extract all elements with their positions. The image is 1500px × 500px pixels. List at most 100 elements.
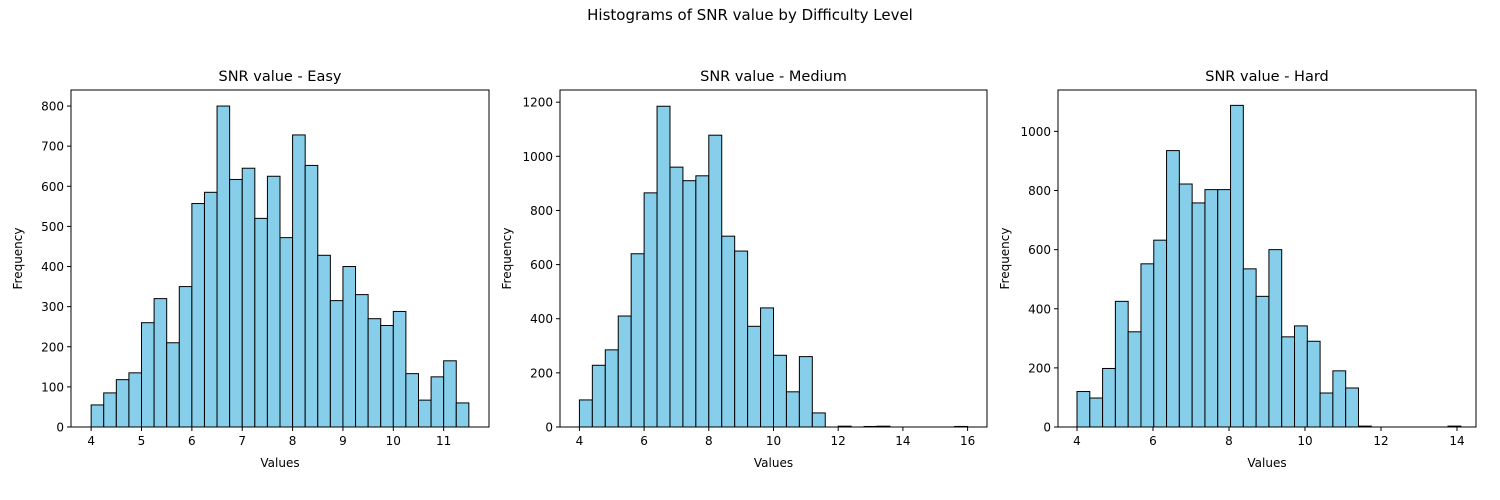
x-tick-label: 14 xyxy=(1449,434,1464,448)
x-axis-label-medium: Values xyxy=(754,456,793,470)
x-tick-label: 4 xyxy=(1073,434,1081,448)
histogram-bar xyxy=(1217,189,1232,428)
x-tick-label: 7 xyxy=(238,434,246,448)
histogram-bar xyxy=(254,217,268,428)
histogram-bar xyxy=(643,192,658,428)
y-axis-label-easy: Frequency xyxy=(11,228,25,290)
x-tick-label: 12 xyxy=(831,434,846,448)
histogram-bar xyxy=(617,315,632,428)
y-tick-label: 200 xyxy=(41,340,64,354)
x-tick-label: 10 xyxy=(1297,434,1312,448)
histogram-bar xyxy=(1242,268,1257,428)
histogram-bar xyxy=(1102,367,1116,428)
chart-title-hard: SNR value - Hard xyxy=(1205,69,1329,85)
x-tick-label: 12 xyxy=(1373,434,1388,448)
x-axis-label-hard: Values xyxy=(1247,456,1286,470)
y-tick-label: 800 xyxy=(41,100,64,114)
histogram-bar xyxy=(604,349,619,428)
histogram-bar xyxy=(760,307,774,428)
histogram-bar xyxy=(1127,331,1142,428)
histogram-bar xyxy=(115,379,130,428)
chart-title-medium: SNR value - Medium xyxy=(700,69,847,85)
histogram-bar xyxy=(630,253,645,428)
histogram-bar xyxy=(216,105,231,428)
histogram-bar xyxy=(191,203,205,428)
x-tick-label: 6 xyxy=(1149,434,1157,448)
y-tick-label: 800 xyxy=(1028,184,1051,198)
chart-panel-easy: 4 5 6 7 8 9 10 11 0 100 200 300 400 500 600 700 800 SNR v… xyxy=(11,69,490,470)
histogram-bar xyxy=(166,342,180,428)
histogram-bar xyxy=(1153,239,1168,428)
y-tick-label: 0 xyxy=(545,421,553,435)
y-tick-label: 600 xyxy=(41,180,64,194)
y-tick-label: 1200 xyxy=(522,96,553,110)
x-tick-label: 10 xyxy=(386,434,401,448)
y-tick-label: 200 xyxy=(530,366,553,380)
histogram-bar xyxy=(405,373,419,428)
axes-frame-hard xyxy=(1057,89,1477,428)
histogram-bar xyxy=(1191,202,1206,428)
histogram-bar xyxy=(1204,189,1219,428)
histogram-bar xyxy=(1281,336,1295,428)
histogram-bar xyxy=(1345,387,1359,428)
y-tick-label: 600 xyxy=(530,258,553,272)
histogram-bar xyxy=(392,310,407,428)
histogram-bar xyxy=(103,392,117,428)
x-tick-label: 6 xyxy=(188,434,196,448)
x-tick-label: 5 xyxy=(138,434,146,448)
histogram-bar xyxy=(734,250,749,428)
x-axis-label-easy: Values xyxy=(260,456,299,470)
histogram-bar xyxy=(721,235,736,428)
histogram-bar xyxy=(1178,183,1193,428)
histogram-bar xyxy=(342,266,357,428)
histogram-bar xyxy=(1255,295,1270,428)
histogram-bar xyxy=(153,298,168,428)
histogram-bar xyxy=(708,134,723,428)
histogram-bar xyxy=(785,391,800,428)
y-tick-label: 700 xyxy=(41,140,64,154)
x-tick-label: 4 xyxy=(87,434,95,448)
histogram-bar xyxy=(1294,325,1308,428)
histogram-bar xyxy=(241,167,256,428)
histogram-bar xyxy=(292,134,306,428)
histogram-bar xyxy=(266,175,281,428)
chart-panel-medium: 4 6 8 10 12 14 16 0 200 400 600 800 1000 1200 SNR valu… xyxy=(500,69,988,470)
histogram-bar xyxy=(203,191,218,428)
y-tick-label: 200 xyxy=(1028,361,1051,375)
y-tick-label: 400 xyxy=(530,312,553,326)
histogram-bar xyxy=(798,356,813,428)
y-axis-label-medium: Frequency xyxy=(500,228,514,290)
x-tick-label: 9 xyxy=(339,434,347,448)
histogram-bar xyxy=(279,237,294,428)
histogram-bar xyxy=(1140,263,1155,428)
histogram-bar xyxy=(591,364,606,428)
y-tick-label: 400 xyxy=(1028,302,1051,316)
y-tick-label: 0 xyxy=(1043,421,1051,435)
bars-medium xyxy=(578,105,969,428)
y-tick-label: 800 xyxy=(530,204,553,218)
y-tick-label: 600 xyxy=(1028,243,1051,257)
histogram-bar xyxy=(773,354,787,428)
histogram-bar xyxy=(1230,104,1244,428)
y-tick-label: 300 xyxy=(41,300,64,314)
histogram-bar xyxy=(811,412,826,428)
figure-suptitle: Histograms of SNR value by Difficulty Le… xyxy=(587,6,913,24)
y-tick-label: 1000 xyxy=(522,150,553,164)
histogram-bar xyxy=(317,254,331,428)
histogram-bar xyxy=(669,166,684,428)
axes-frame-easy xyxy=(70,89,490,428)
histogram-bar xyxy=(90,404,105,428)
y-tick-label: 100 xyxy=(41,380,64,394)
y-tick-label: 500 xyxy=(41,220,64,234)
y-axis-label-hard: Frequency xyxy=(998,228,1012,290)
histogram-bar xyxy=(1089,397,1104,428)
x-tick-label: 10 xyxy=(766,434,781,448)
x-tick-label: 4 xyxy=(576,434,584,448)
histogram-bar xyxy=(578,399,593,428)
histogram-bar xyxy=(656,105,671,428)
histogram-bar xyxy=(1114,300,1129,428)
histogram-bar xyxy=(1332,370,1347,428)
chart-panel-hard: 4 6 8 10 12 14 0 200 400 600 800 1000 SNR value - Ha… xyxy=(998,69,1477,470)
x-tick-label: 8 xyxy=(705,434,713,448)
